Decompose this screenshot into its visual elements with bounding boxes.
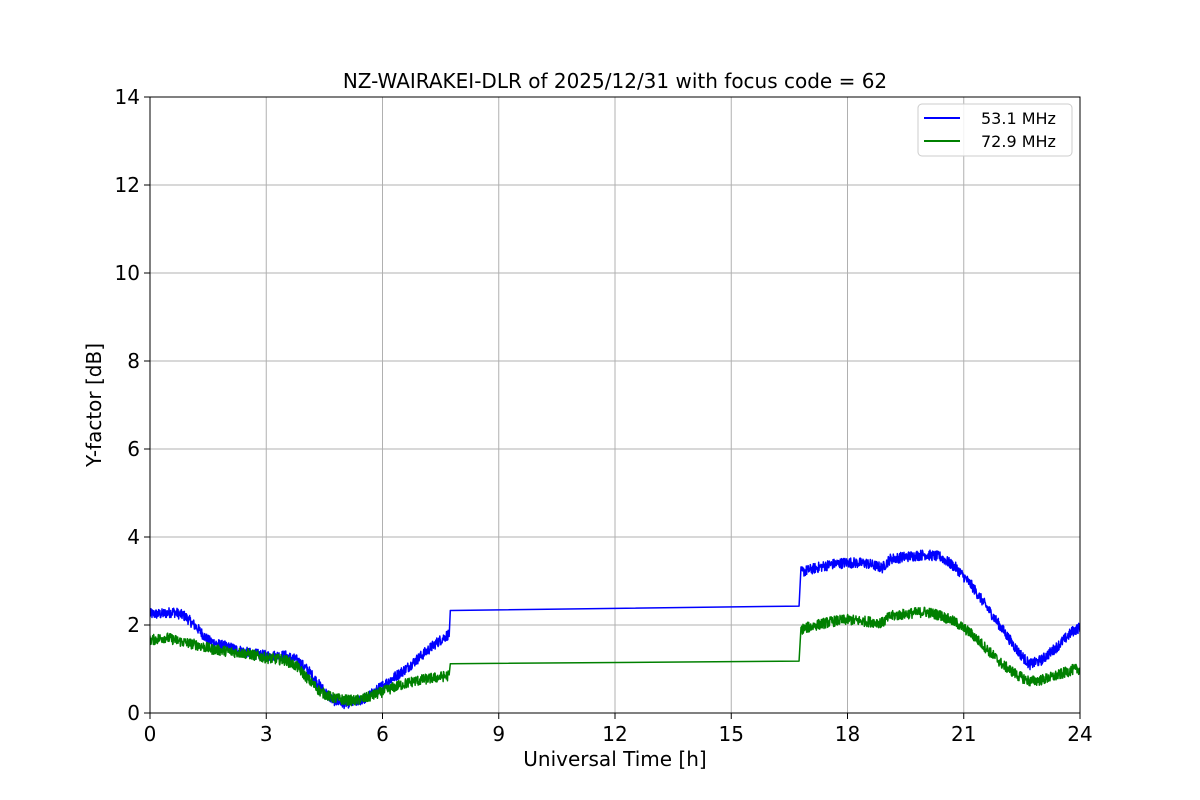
y-tick-label: 14 [115, 85, 140, 109]
chart-title: NZ-WAIRAKEI-DLR of 2025/12/31 with focus… [343, 69, 887, 93]
legend: 53.1 MHz 72.9 MHz [917, 103, 1073, 157]
x-tick-label: 0 [144, 722, 157, 746]
series-line [150, 606, 1080, 707]
y-tick-label: 8 [127, 349, 140, 373]
x-tick-label: 9 [492, 722, 505, 746]
series-layer [150, 549, 1080, 710]
x-tick-label: 15 [719, 722, 744, 746]
x-tick-label: 18 [835, 722, 860, 746]
x-tick-label: 21 [951, 722, 976, 746]
y-axis-label: Y-factor [dB] [82, 343, 106, 468]
x-tick-label: 6 [376, 722, 389, 746]
y-tick-label: 0 [127, 701, 140, 725]
y-tick-label: 6 [127, 437, 140, 461]
y-tick-label: 2 [127, 613, 140, 637]
y-tick-label: 10 [115, 261, 140, 285]
y-tick-label: 12 [115, 173, 140, 197]
legend-label: 72.9 MHz [981, 132, 1056, 151]
legend-label: 53.1 MHz [981, 109, 1056, 128]
x-tick-label: 12 [602, 722, 627, 746]
y-tick-label: 4 [127, 525, 140, 549]
series-1 [150, 606, 1080, 707]
x-axis-label: Universal Time [h] [523, 747, 706, 771]
x-tick-label: 3 [260, 722, 273, 746]
x-tick-label: 24 [1067, 722, 1092, 746]
